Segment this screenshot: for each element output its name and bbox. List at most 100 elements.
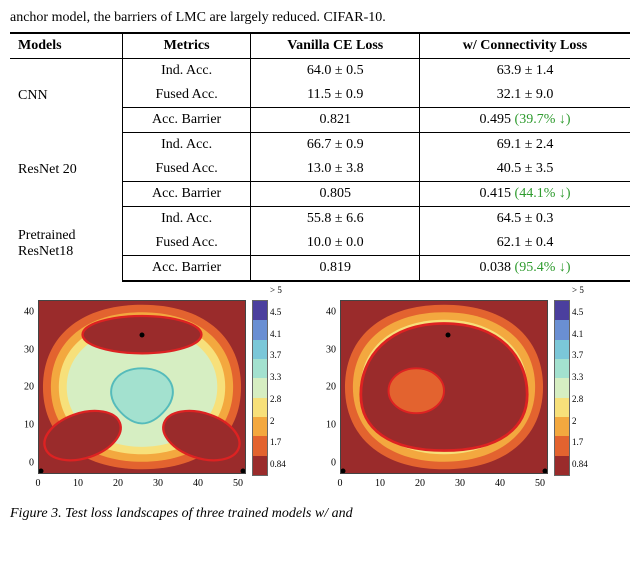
- colorbar-segment: [555, 340, 569, 359]
- value-cell: 55.8 ± 6.6: [251, 207, 420, 232]
- col-header-connectivity: w/ Connectivity Loss: [420, 33, 630, 59]
- value-cell: 40.5 ± 3.5: [420, 157, 630, 182]
- metric-cell: Fused Acc.: [122, 157, 251, 182]
- model-name-pretrained-resnet18: PretrainedResNet18: [10, 207, 122, 282]
- model-name-cnn: CNN: [10, 59, 122, 133]
- model-point-marker: [446, 332, 451, 337]
- colorbar-segment: [253, 417, 267, 436]
- colorbar-segment: [253, 340, 267, 359]
- colorbar-segment: [555, 398, 569, 417]
- metric-cell: Fused Acc.: [122, 83, 251, 108]
- x-tick-label: 0: [338, 478, 343, 489]
- x-tick-label: 20: [113, 478, 123, 489]
- charts-row: 010203040: [10, 296, 630, 496]
- colorbar-segment: [555, 320, 569, 339]
- colorbar: 0.841.722.83.33.74.14.5> 5: [252, 300, 302, 474]
- colorbar-tick-label: 4.5: [572, 307, 583, 317]
- table-row: ResNet 20 Ind. Acc. 66.7 ± 0.9 69.1 ± 2.…: [10, 133, 630, 158]
- table-caption-fragment: anchor model, the barriers of LMC are la…: [10, 10, 630, 26]
- y-tick-label: 20: [326, 382, 336, 393]
- value-cell: 0.415 (44.1% ↓): [420, 182, 630, 207]
- colorbar-tick-label: 2.8: [270, 394, 281, 404]
- colorbar-segment: [555, 359, 569, 378]
- loss-landscape-right: 010203040 01020304050: [312, 296, 604, 496]
- improvement-label: (95.4% ↓): [515, 260, 571, 275]
- colorbar-tick-label: 2: [572, 416, 577, 426]
- colorbar-tick-label: 3.7: [270, 350, 281, 360]
- value-cell: 63.9 ± 1.4: [420, 59, 630, 84]
- colorbar-segment: [253, 301, 267, 320]
- x-tick-label: 10: [375, 478, 385, 489]
- metric-cell: Acc. Barrier: [122, 108, 251, 133]
- metric-cell: Acc. Barrier: [122, 256, 251, 282]
- metric-cell: Ind. Acc.: [122, 207, 251, 232]
- y-tick-label: 30: [24, 344, 34, 355]
- metric-cell: Ind. Acc.: [122, 133, 251, 158]
- y-tick-label: 0: [29, 458, 34, 469]
- x-tick-label: 30: [455, 478, 465, 489]
- colorbar-tick-label: 2.8: [572, 394, 583, 404]
- value-cell: 32.1 ± 9.0: [420, 83, 630, 108]
- colorbar-tick-label: 0.84: [572, 459, 588, 469]
- value-cell: 0.821: [251, 108, 420, 133]
- colorbar-tick-label: 4.5: [270, 307, 281, 317]
- value-cell: 11.5 ± 0.9: [251, 83, 420, 108]
- x-tick-label: 30: [153, 478, 163, 489]
- improvement-label: (44.1% ↓): [515, 186, 571, 201]
- improvement-label: (39.7% ↓): [515, 112, 571, 127]
- colorbar-segment: [555, 456, 569, 475]
- model-point-marker: [39, 469, 44, 474]
- metric-cell: Acc. Barrier: [122, 182, 251, 207]
- col-header-metrics: Metrics: [122, 33, 251, 59]
- model-point-marker: [341, 469, 346, 474]
- value-cell: 0.495 (39.7% ↓): [420, 108, 630, 133]
- x-tick-label: 50: [535, 478, 545, 489]
- value-cell: 13.0 ± 3.8: [251, 157, 420, 182]
- value-cell: 0.038 (95.4% ↓): [420, 256, 630, 282]
- col-header-models: Models: [10, 33, 122, 59]
- col-header-vanilla: Vanilla CE Loss: [251, 33, 420, 59]
- colorbar-segment: [555, 436, 569, 455]
- results-table: Models Metrics Vanilla CE Loss w/ Connec…: [10, 32, 630, 282]
- colorbar-tick-label: 0.84: [270, 459, 286, 469]
- value-cell: 64.5 ± 0.3: [420, 207, 630, 232]
- colorbar-segment: [253, 456, 267, 475]
- x-tick-label: 20: [415, 478, 425, 489]
- value-cell: 66.7 ± 0.9: [251, 133, 420, 158]
- x-tick-label: 0: [36, 478, 41, 489]
- metric-cell: Fused Acc.: [122, 231, 251, 256]
- figure-caption-fragment: Figure 3. Test loss landscapes of three …: [10, 506, 630, 522]
- metric-cell: Ind. Acc.: [122, 59, 251, 84]
- y-tick-label: 0: [331, 458, 336, 469]
- colorbar-tick-label: 3.3: [270, 372, 281, 382]
- x-tick-label: 10: [73, 478, 83, 489]
- y-tick-label: 40: [326, 306, 336, 317]
- x-tick-label: 40: [495, 478, 505, 489]
- model-point-marker: [542, 469, 547, 474]
- table-row: CNN Ind. Acc. 64.0 ± 0.5 63.9 ± 1.4: [10, 59, 630, 84]
- colorbar: 0.841.722.83.33.74.14.5> 5: [554, 300, 604, 474]
- value-cell: 0.805: [251, 182, 420, 207]
- colorbar-tick-label: 4.1: [572, 329, 583, 339]
- y-tick-label: 20: [24, 382, 34, 393]
- colorbar-tick-label: 4.1: [270, 329, 281, 339]
- colorbar-tick-label: 2: [270, 416, 275, 426]
- colorbar-segment: [253, 378, 267, 397]
- colorbar-segment: [555, 417, 569, 436]
- y-tick-label: 10: [24, 420, 34, 431]
- colorbar-tick-label: > 5: [270, 285, 282, 295]
- colorbar-segment: [253, 359, 267, 378]
- model-name-resnet20: ResNet 20: [10, 133, 122, 207]
- model-point-marker: [240, 469, 245, 474]
- x-tick-label: 40: [193, 478, 203, 489]
- colorbar-tick-label: 1.7: [572, 437, 583, 447]
- colorbar-tick-label: 1.7: [270, 437, 281, 447]
- colorbar-segment: [253, 320, 267, 339]
- colorbar-segment: [555, 301, 569, 320]
- colorbar-segment: [555, 378, 569, 397]
- colorbar-tick-label: 3.3: [572, 372, 583, 382]
- y-tick-label: 40: [24, 306, 34, 317]
- colorbar-segment: [253, 398, 267, 417]
- value-cell: 10.0 ± 0.0: [251, 231, 420, 256]
- loss-landscape-left: 010203040: [10, 296, 302, 496]
